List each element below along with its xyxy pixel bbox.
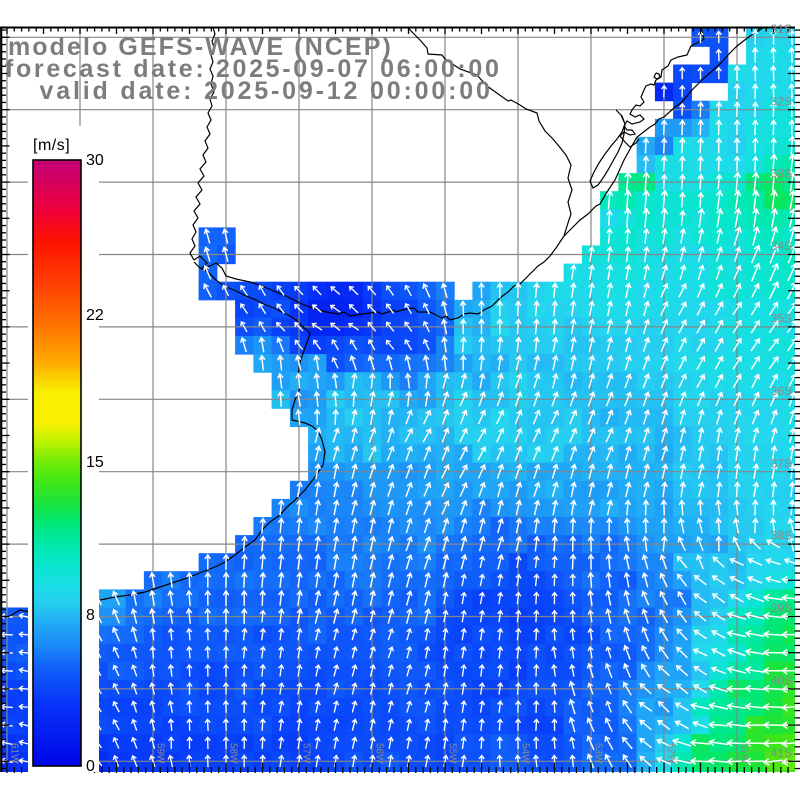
svg-text:61W: 61W xyxy=(9,743,20,764)
svg-text:34S: 34S xyxy=(771,239,792,253)
svg-text:35S: 35S xyxy=(771,312,792,326)
svg-text:38S: 38S xyxy=(771,529,792,543)
svg-text:valid date: 2025-09-12 00:00:0: valid date: 2025-09-12 00:00:00 xyxy=(40,77,493,105)
svg-text:[m/s]: [m/s] xyxy=(33,137,70,154)
svg-text:32S: 32S xyxy=(771,94,792,108)
svg-text:57W: 57W xyxy=(301,743,312,764)
svg-text:37S: 37S xyxy=(771,456,792,470)
svg-text:15: 15 xyxy=(86,454,104,471)
svg-text:58W: 58W xyxy=(228,743,239,764)
svg-text:56W: 56W xyxy=(374,743,385,764)
svg-text:40S: 40S xyxy=(771,674,792,688)
svg-text:30: 30 xyxy=(86,152,104,169)
svg-text:55W: 55W xyxy=(447,743,458,764)
svg-text:52W: 52W xyxy=(666,743,677,764)
svg-text:36S: 36S xyxy=(771,384,792,398)
svg-text:forecast date: 2025-09-07 06:0: forecast date: 2025-09-07 06:00:00 xyxy=(5,55,502,83)
svg-text:modelo GEFS-WAVE (NCEP): modelo GEFS-WAVE (NCEP) xyxy=(8,33,393,61)
svg-text:54W: 54W xyxy=(520,743,531,764)
svg-text:41S: 41S xyxy=(771,746,792,760)
svg-text:31S: 31S xyxy=(771,22,792,36)
svg-text:22: 22 xyxy=(86,307,104,324)
svg-text:59W: 59W xyxy=(155,743,166,764)
svg-text:8: 8 xyxy=(86,607,95,624)
svg-text:51W: 51W xyxy=(739,743,750,764)
svg-text:0: 0 xyxy=(86,758,95,775)
svg-text:53W: 53W xyxy=(593,743,604,764)
svg-text:33S: 33S xyxy=(771,167,792,181)
svg-text:39S: 39S xyxy=(771,601,792,615)
